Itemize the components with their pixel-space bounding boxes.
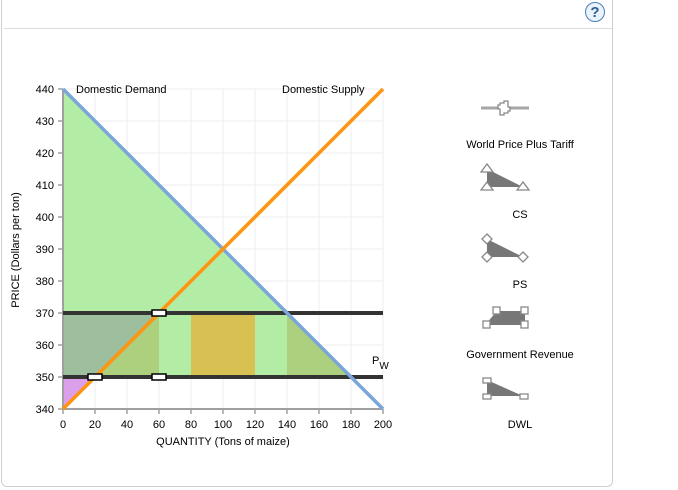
handle-pw-60[interactable] <box>151 373 167 381</box>
handle-tariff-60[interactable] <box>151 309 167 317</box>
line-tool-icon[interactable] <box>481 100 529 116</box>
legend-label-dwl: DWL <box>507 419 533 431</box>
svg-text:440: 440 <box>36 84 54 96</box>
demand-label: Domestic Demand <box>76 84 166 96</box>
legend-label-ps: PS <box>512 279 528 291</box>
triangle-diamond-tool-icon[interactable] <box>481 233 529 263</box>
triangle-tool-icon[interactable] <box>479 162 531 191</box>
svg-text:360: 360 <box>36 340 54 352</box>
graph-panel <box>1 0 613 487</box>
legend-label-world-price-plus-tariff: World Price Plus Tariff <box>466 139 574 151</box>
svg-text:430: 430 <box>36 116 54 128</box>
axis-ticks <box>58 88 384 414</box>
x-axis-label: QUANTITY (Tons of maize) <box>156 436 290 448</box>
header-divider-right <box>300 28 612 29</box>
svg-text:160: 160 <box>310 419 328 431</box>
handle-pw-20[interactable] <box>87 373 103 381</box>
svg-text:40: 40 <box>121 419 133 431</box>
y-tick-labels: 440 430 420 410 400 390 380 370 360 350 … <box>36 84 54 416</box>
svg-text:370: 370 <box>36 308 54 320</box>
svg-text:20: 20 <box>89 419 101 431</box>
government-revenue-region[interactable] <box>191 313 255 377</box>
y-axis-label: PRICE (Dollars per ton) <box>10 192 22 308</box>
svg-text:100: 100 <box>214 419 232 431</box>
svg-text:0: 0 <box>60 419 66 431</box>
x-tick-labels: 0 20 40 60 80 100 120 140 160 180 200 <box>60 419 392 431</box>
svg-text:120: 120 <box>246 419 264 431</box>
svg-text:400: 400 <box>36 212 54 224</box>
legend-label-cs: CS <box>512 209 528 221</box>
cs-strip-left <box>159 313 191 377</box>
legend-label-government-revenue: Government Revenue <box>466 349 574 361</box>
svg-text:60: 60 <box>153 419 165 431</box>
svg-text:80: 80 <box>185 419 197 431</box>
quad-tool-icon[interactable] <box>482 306 529 329</box>
header-divider <box>4 28 300 29</box>
ps-region[interactable] <box>63 313 159 377</box>
svg-text:420: 420 <box>36 148 54 160</box>
domestic-supply-line[interactable] <box>61 87 385 411</box>
supply-label: Domestic Supply <box>282 84 365 96</box>
pw-label: PW <box>372 355 389 372</box>
svg-text:180: 180 <box>342 419 360 431</box>
svg-text:350: 350 <box>36 372 54 384</box>
svg-text:380: 380 <box>36 276 54 288</box>
svg-text:410: 410 <box>36 180 54 192</box>
triangle-square-tool-icon[interactable] <box>482 377 529 400</box>
cs-strip-right <box>255 313 287 377</box>
svg-text:200: 200 <box>374 419 392 431</box>
help-button[interactable]: ? <box>585 2 605 22</box>
svg-text:390: 390 <box>36 244 54 256</box>
svg-text:140: 140 <box>278 419 296 431</box>
svg-text:340: 340 <box>36 404 54 416</box>
